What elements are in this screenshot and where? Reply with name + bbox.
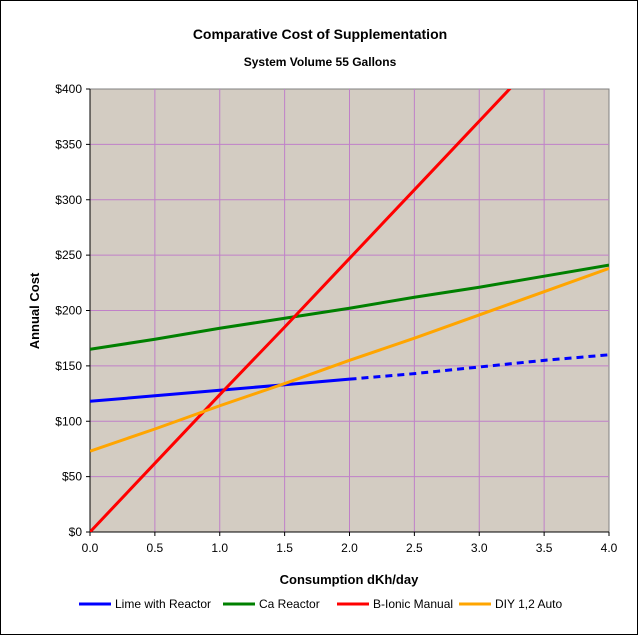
chart-title: Comparative Cost of Supplementation [193, 26, 447, 42]
y-tick-label: $150 [55, 359, 82, 373]
y-tick-label: $250 [55, 248, 82, 262]
series-line-lime-with-reactor-projected [349, 353, 609, 381]
legend-label-ca-reactor: Ca Reactor [259, 597, 320, 611]
x-axis-title: Consumption dKh/day [280, 572, 419, 587]
legend-label-b-ionic-manual: B-Ionic Manual [373, 597, 453, 611]
x-tick-label: 2.5 [406, 541, 423, 555]
legend-label-lime-with-reactor: Lime with Reactor [115, 597, 211, 611]
y-tick-label: $400 [55, 82, 82, 96]
y-tick-label: $350 [55, 137, 82, 151]
x-tick-label: 3.0 [471, 541, 488, 555]
series-lines [90, 89, 609, 532]
y-tick-label: $100 [55, 414, 82, 428]
x-tick-label: 3.5 [536, 541, 553, 555]
x-tick-label: 0.5 [147, 541, 164, 555]
axes: 0.0 0.5 1.0 1.5 2.0 2.5 3.0 3.5 4.0 $0 $50 $100 $150… [55, 82, 617, 555]
y-axis-title: Annual Cost [27, 272, 42, 349]
x-tick-label: 1.0 [211, 541, 228, 555]
legend-label-diy-1-2-auto: DIY 1,2 Auto [495, 597, 562, 611]
y-tick-label: $200 [55, 304, 82, 318]
x-tick-label: 2.0 [341, 541, 358, 555]
chart-subtitle: System Volume 55 Gallons [244, 55, 397, 69]
series-line-diy-1-2-auto [90, 267, 609, 453]
x-tick-label: 0.0 [82, 541, 99, 555]
legend: Lime with Reactor Ca Reactor B-Ionic Manua… [79, 597, 562, 611]
series-line-ca-reactor [90, 263, 609, 351]
series-line-b-ionic-manual [90, 89, 512, 532]
y-tick-label: $50 [62, 470, 82, 484]
y-tick-label: $300 [55, 193, 82, 207]
x-tick-label: 1.5 [276, 541, 293, 555]
y-tick-label: $0 [69, 525, 83, 539]
series-line-lime-with-reactor [90, 377, 350, 403]
x-tick-label: 4.0 [601, 541, 618, 555]
